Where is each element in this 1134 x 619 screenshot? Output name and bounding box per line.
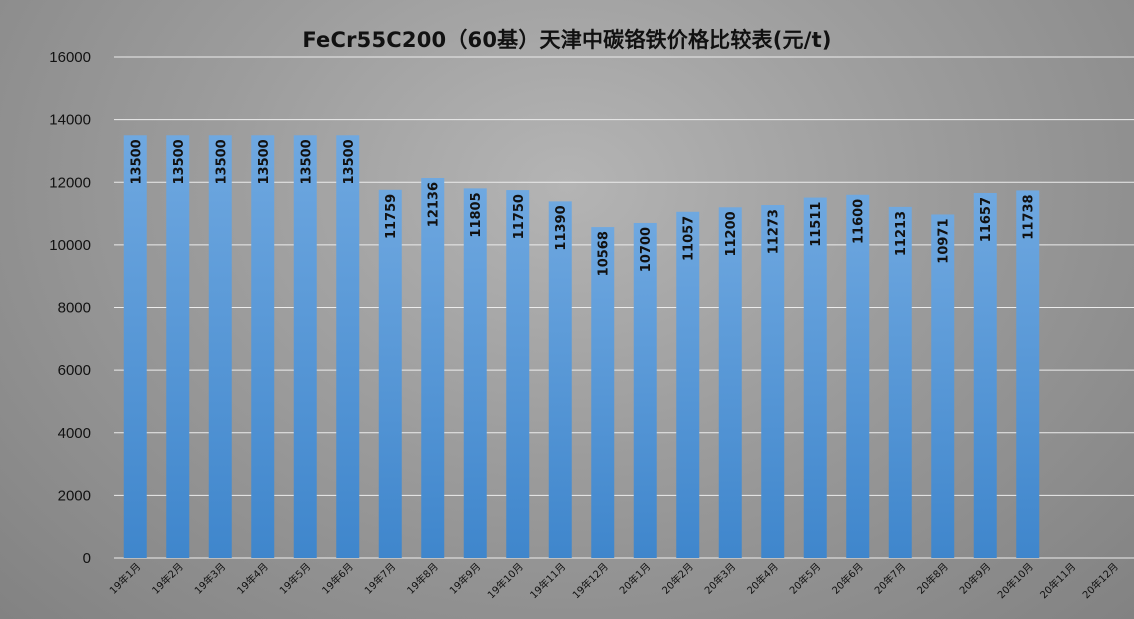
bar [718, 207, 742, 559]
x-tick-label: 19年12月 [570, 560, 611, 601]
bar [123, 135, 147, 558]
data-label: 10971 [937, 218, 952, 263]
data-label: 13500 [214, 139, 229, 184]
data-label: 12136 [427, 182, 442, 227]
gridlines [114, 56, 1134, 559]
bar [931, 214, 955, 558]
x-tick-label: 19年8月 [404, 560, 441, 597]
chart-title: FeCr55C200（60基）天津中碳铬铁价格比较表(元/t) [302, 28, 832, 52]
data-label: 11511 [809, 202, 824, 247]
bar [633, 222, 657, 559]
data-label: 11200 [724, 211, 739, 256]
x-tick-label: 20年4月 [744, 560, 781, 597]
data-label: 11657 [979, 197, 994, 242]
x-tick-label: 20年11月 [1037, 560, 1078, 601]
x-tick-label: 19年6月 [319, 560, 356, 597]
y-axis: 0 2000 4000 6000 8000 10000 12000 14000 16000 [49, 49, 91, 567]
bar [506, 190, 530, 558]
bar [421, 177, 445, 558]
bar [463, 188, 487, 558]
data-label: 11805 [469, 192, 484, 237]
x-axis: 19年1月 19年2月 19年3月 19年4月 19年5月 19年6月 19年7月 19年8月… [107, 560, 1121, 601]
data-label: 13500 [257, 139, 272, 184]
data-label: 13500 [342, 139, 357, 184]
y-tick-label: 16000 [49, 49, 91, 66]
data-label: 11738 [1022, 194, 1037, 239]
x-tick-label: 20年1月 [617, 560, 654, 597]
data-label: 11759 [384, 194, 399, 239]
bar [548, 201, 572, 558]
y-tick-label: 14000 [49, 112, 91, 129]
x-tick-label: 19年2月 [149, 560, 186, 597]
x-tick-label: 20年12月 [1080, 560, 1121, 601]
data-label: 11213 [894, 211, 909, 256]
data-labels: 13500 13500 13500 13500 13500 13500 11759 12136… [129, 139, 1037, 276]
y-tick-label: 12000 [49, 174, 91, 191]
data-label: 13500 [172, 139, 187, 184]
data-label: 10700 [639, 227, 654, 272]
bar [846, 194, 870, 558]
x-tick-label: 19年3月 [192, 560, 229, 597]
data-label: 13500 [299, 139, 314, 184]
x-tick-label: 19年1月 [107, 560, 144, 597]
bar [1016, 190, 1040, 559]
data-label: 11273 [767, 209, 782, 254]
y-tick-label: 4000 [58, 425, 91, 442]
bar [378, 189, 402, 558]
x-tick-label: 19年4月 [234, 560, 271, 597]
x-tick-label: 20年6月 [829, 560, 866, 597]
x-tick-label: 19年10月 [485, 560, 526, 601]
data-label: 11057 [682, 216, 697, 261]
y-tick-label: 6000 [58, 362, 91, 379]
x-tick-label: 20年2月 [659, 560, 696, 597]
bar-series [123, 135, 1040, 559]
bar [166, 135, 190, 558]
y-tick-label: 2000 [58, 487, 91, 504]
bar [591, 227, 615, 559]
bar [888, 206, 912, 558]
x-tick-label: 19年7月 [362, 560, 399, 597]
x-tick-label: 19年9月 [447, 560, 484, 597]
data-label: 11390 [554, 205, 569, 250]
x-tick-label: 20年10月 [995, 560, 1036, 601]
y-tick-label: 8000 [58, 300, 91, 317]
bar [336, 135, 360, 558]
y-tick-label: 0 [83, 550, 91, 567]
bar [251, 135, 275, 558]
bar [293, 135, 317, 558]
bar [761, 205, 785, 558]
data-label: 11750 [512, 194, 527, 239]
data-label: 11600 [852, 199, 867, 244]
x-tick-label: 20年5月 [787, 560, 824, 597]
bar [973, 192, 997, 559]
x-tick-label: 20年8月 [914, 560, 951, 597]
y-tick-label: 10000 [49, 237, 91, 254]
x-tick-label: 19年11月 [527, 560, 568, 601]
bar [803, 197, 827, 558]
x-tick-label: 20年7月 [872, 560, 909, 597]
data-label: 13500 [129, 139, 144, 184]
bar [208, 135, 232, 558]
bar [676, 211, 700, 558]
x-tick-label: 19年5月 [277, 560, 314, 597]
data-label: 10568 [597, 231, 612, 276]
x-tick-label: 20年9月 [957, 560, 994, 597]
x-tick-label: 20年3月 [702, 560, 739, 597]
